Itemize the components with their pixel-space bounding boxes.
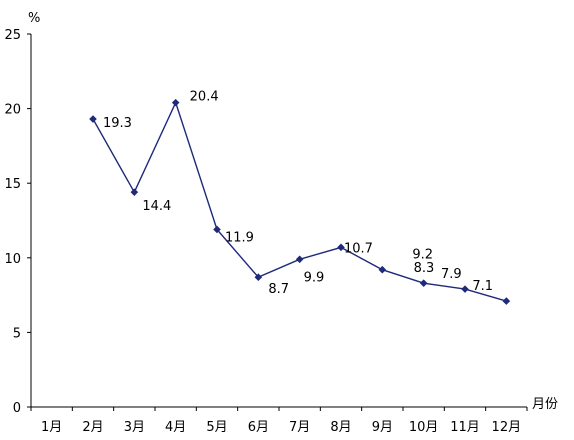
data-label: 10.7 (344, 241, 373, 256)
data-point-marker (254, 273, 263, 281)
data-label: 8.3 (414, 261, 435, 276)
data-label: 8.7 (268, 282, 289, 297)
y-tick-label: 0 (13, 401, 21, 416)
y-tick-label: 15 (4, 177, 21, 192)
axes (27, 33, 528, 411)
x-axis-title: 月份 (532, 397, 558, 412)
x-tick-label: 4月 (165, 420, 186, 435)
x-tick-label: 11月 (450, 420, 480, 435)
data-point-marker (295, 255, 304, 264)
series-layer (89, 98, 511, 305)
x-tick-label: 6月 (248, 420, 269, 435)
x-tick-label: 5月 (206, 420, 227, 435)
x-tick-label: 7月 (289, 420, 310, 435)
y-tick-label: 20 (4, 103, 21, 118)
data-label: 14.4 (142, 199, 171, 214)
data-point-marker (461, 285, 469, 293)
x-tick-label: 2月 (82, 420, 103, 435)
x-tick-label: 9月 (372, 420, 393, 435)
y-tick-label: 25 (4, 28, 21, 43)
data-label: 7.1 (472, 279, 493, 294)
data-label: 20.4 (190, 90, 219, 105)
data-labels: 19.3 14.4 20.4 11.9 8.7 9.9 10.7 9.28.3 7.9 7.1 (103, 90, 493, 298)
y-tick-label: 10 (4, 252, 21, 267)
data-label: 11.9 (225, 230, 254, 245)
y-axis-unit: % (28, 11, 40, 26)
x-tick-label: 10月 (409, 420, 439, 435)
data-point-marker (502, 297, 511, 305)
data-label: 9.9 (304, 270, 325, 285)
y-tick-label: 5 (13, 326, 21, 341)
data-label: 9.2 (412, 248, 433, 263)
x-tick-label: 3月 (124, 420, 145, 435)
x-tick-label: 1月 (41, 420, 62, 435)
data-point-marker (89, 115, 97, 123)
data-label: 7.9 (441, 267, 462, 282)
data-label: 19.3 (103, 116, 132, 131)
data-point-marker (130, 188, 139, 196)
data-point-marker (419, 279, 428, 287)
x-tick-label: 12月 (492, 420, 522, 435)
data-point-marker (337, 243, 345, 252)
x-tick-label: 8月 (330, 420, 351, 435)
tick-labels: 0 5 10 15 20 25 1月 2月 3月 4月 5月 6月 7月 8月 9月 10月 11月 12月 (4, 28, 521, 435)
data-point-marker (378, 265, 387, 274)
data-point-marker (213, 225, 221, 234)
data-point-marker (171, 98, 180, 107)
